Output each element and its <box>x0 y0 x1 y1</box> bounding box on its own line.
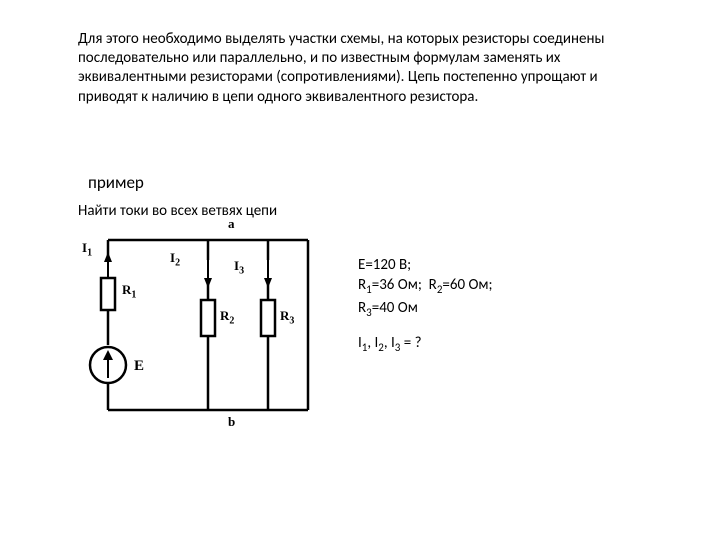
circuit-diagram: a b I1 I2 I3 R1 R2 R3 E <box>78 220 348 440</box>
task-statement: Найти токи во всех ветвях цепи <box>78 202 277 220</box>
question-currents: I1, I2, I3 = ? <box>358 333 493 356</box>
i3-label: I3 <box>234 258 244 277</box>
source-label: E <box>134 358 144 375</box>
r3-label: R3 <box>280 308 294 327</box>
given-e: E=120 В; <box>358 255 493 275</box>
node-b-label: b <box>228 414 235 430</box>
r1-label: R1 <box>122 282 136 301</box>
example-heading: пример <box>88 172 144 193</box>
i2-label: I2 <box>170 250 180 269</box>
given-r1-r2: R1=36 Ом; R2=60 Ом; <box>358 275 493 298</box>
given-values: E=120 В; R1=36 Ом; R2=60 Ом; R3=40 Ом I1… <box>358 255 493 356</box>
intro-paragraph: Для этого необходимо выделять участки сх… <box>78 30 658 107</box>
node-a-label: a <box>228 216 235 232</box>
i1-label: I1 <box>82 240 92 259</box>
r2-label: R2 <box>220 308 234 327</box>
given-r3: R3=40 Ом <box>358 298 493 321</box>
